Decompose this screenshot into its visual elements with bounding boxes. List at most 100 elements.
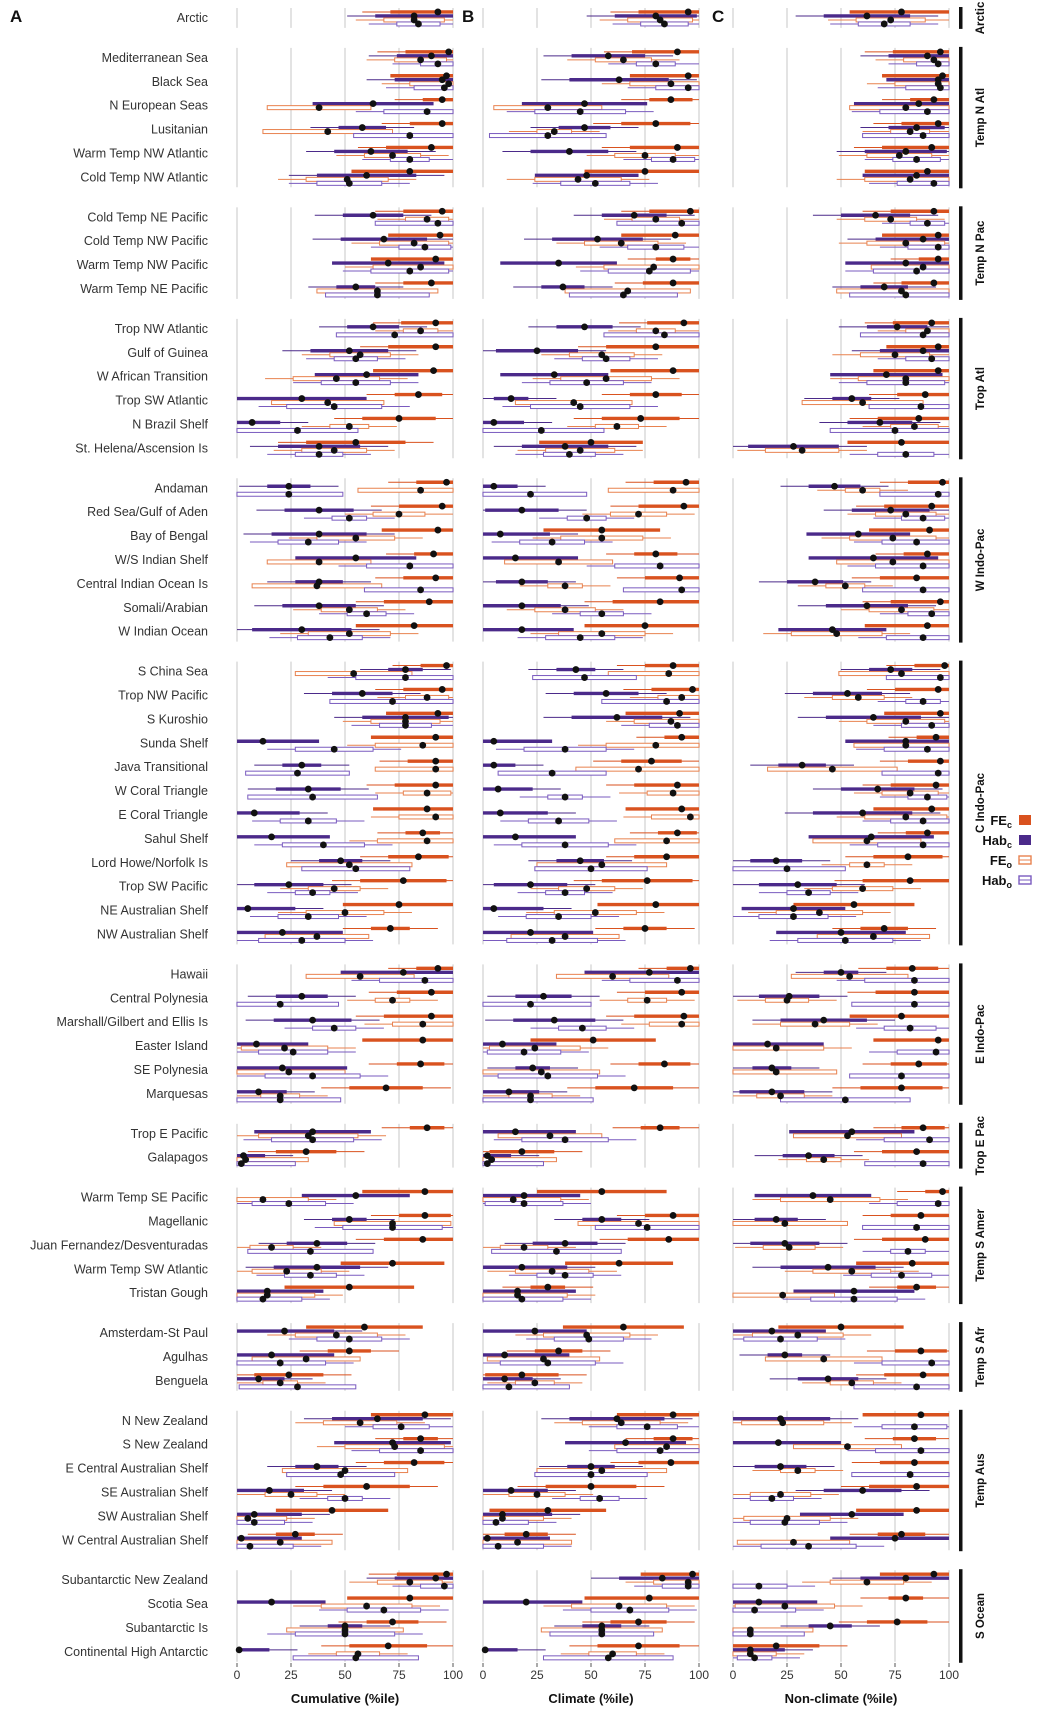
- panel-letter-b: B: [462, 7, 474, 26]
- point-FEo: [531, 1379, 539, 1387]
- point-Habc: [399, 968, 407, 976]
- point-FEc: [443, 1570, 450, 1578]
- point-Habc: [550, 1016, 558, 1024]
- point-Habo: [643, 1423, 651, 1431]
- point-FEc: [641, 925, 649, 932]
- point-FEc: [518, 1371, 526, 1379]
- point-Habo: [645, 267, 653, 275]
- point-FEo: [263, 1291, 271, 1299]
- point-FEo: [540, 1355, 547, 1363]
- point-FEc: [676, 709, 683, 717]
- point-FEo: [533, 1491, 541, 1498]
- point-Habo: [891, 427, 899, 434]
- row-label-cold-temp-nw-pacific: Cold Temp NW Pacific: [84, 234, 208, 248]
- point-Habc: [919, 235, 927, 243]
- point-FEc: [643, 877, 651, 885]
- point-Habc: [313, 1239, 321, 1247]
- point-FEc: [678, 733, 686, 741]
- point-FEc: [941, 662, 949, 669]
- point-Habo: [652, 60, 660, 68]
- point-Habc: [235, 1646, 243, 1654]
- point-Habc: [613, 713, 621, 721]
- point-Habc: [790, 905, 797, 912]
- row-label-n-brazil-shelf: N Brazil Shelf: [132, 417, 208, 431]
- point-FEo: [287, 1491, 295, 1498]
- point-FEo: [678, 694, 686, 701]
- row-label-gulf-of-guinea: Gulf of Guinea: [127, 346, 208, 360]
- point-FEo: [324, 399, 332, 406]
- point-FEo: [652, 215, 660, 223]
- point-FEc: [432, 574, 440, 582]
- point-Habo: [926, 1136, 933, 1144]
- point-FEc: [430, 550, 437, 558]
- point-FEc: [917, 1347, 925, 1355]
- interval-box-FEo: [732, 1627, 814, 1633]
- interval-box-Habo: [383, 109, 454, 115]
- point-Habc: [581, 323, 588, 331]
- point-FEo: [609, 1650, 616, 1658]
- point-FEc: [445, 48, 453, 56]
- point-Habc: [622, 1439, 629, 1447]
- point-Habo: [781, 1518, 789, 1526]
- point-FEc: [384, 1642, 392, 1650]
- point-Habo: [561, 841, 569, 849]
- interval-box-Habo: [905, 356, 950, 362]
- point-Habc: [512, 833, 519, 841]
- point-Habo: [294, 769, 301, 777]
- point-FEc: [637, 415, 645, 422]
- point-FEo: [833, 630, 841, 638]
- point-FEo: [820, 1355, 828, 1363]
- point-Habo: [259, 1295, 267, 1303]
- point-Habc: [527, 929, 534, 936]
- point-FEo: [906, 128, 914, 135]
- point-FEc: [837, 1323, 845, 1331]
- point-FEc: [363, 1483, 370, 1490]
- point-FEo: [887, 215, 895, 223]
- legend-label-base: Hab: [982, 873, 1007, 888]
- point-Habc: [494, 785, 502, 793]
- interval-box-Habo: [859, 332, 950, 338]
- point-FEc: [669, 1212, 677, 1219]
- point-FEo: [772, 1044, 780, 1052]
- point-Habc: [809, 1192, 817, 1199]
- point-FEo: [779, 1419, 787, 1427]
- interval-box-Habo: [853, 1384, 950, 1390]
- point-Habo: [919, 817, 927, 825]
- point-Habo: [285, 490, 293, 498]
- point-Habo: [911, 976, 918, 984]
- row-label-e-central-australian-shelf: E Central Australian Shelf: [66, 1462, 209, 1476]
- point-Habc: [828, 626, 836, 634]
- point-Habc: [859, 1487, 866, 1494]
- point-FEo: [898, 670, 905, 677]
- point-Habo: [483, 1160, 491, 1168]
- interval-box-Habo: [864, 977, 950, 983]
- point-Habo: [294, 427, 301, 434]
- group-bar: [959, 1569, 963, 1663]
- point-FEc: [930, 207, 938, 215]
- point-Habo: [341, 1495, 349, 1502]
- point-Habo: [583, 514, 591, 522]
- point-Habc: [598, 1216, 606, 1223]
- point-FEc: [415, 391, 422, 398]
- point-FEo: [826, 1196, 834, 1203]
- point-Habc: [913, 171, 920, 179]
- interval-box-Habo: [885, 635, 950, 641]
- interval-box-Habo: [877, 842, 950, 848]
- point-Habc: [358, 124, 366, 131]
- point-Habo: [904, 1247, 912, 1255]
- point-FEc: [680, 319, 688, 327]
- point-FEc: [665, 1235, 673, 1243]
- point-Habo: [917, 1447, 925, 1455]
- point-FEo: [345, 861, 353, 869]
- point-Habo: [315, 450, 323, 458]
- point-FEc: [898, 1530, 905, 1538]
- point-FEc: [645, 1594, 653, 1602]
- point-Habc: [285, 482, 293, 490]
- point-FEc: [915, 1060, 923, 1068]
- point-Habc: [772, 857, 780, 865]
- row-label-hawaii: Hawaii: [170, 967, 208, 981]
- point-FEo: [499, 1514, 506, 1522]
- point-FEo: [794, 1467, 802, 1474]
- point-FEc: [652, 120, 660, 127]
- point-Habo: [924, 793, 931, 801]
